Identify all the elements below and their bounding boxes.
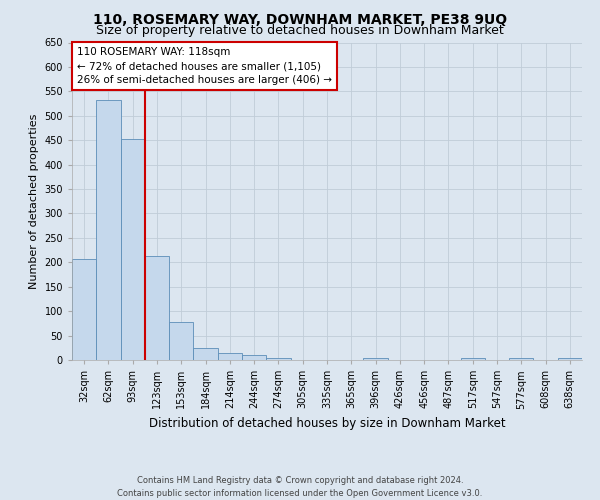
Bar bbox=[121, 139, 145, 360]
Bar bbox=[72, 259, 96, 360]
X-axis label: Distribution of detached houses by size in Downham Market: Distribution of detached houses by size … bbox=[149, 417, 505, 430]
Bar bbox=[266, 358, 290, 360]
Bar bbox=[461, 358, 485, 360]
Bar bbox=[364, 358, 388, 360]
Text: Size of property relative to detached houses in Downham Market: Size of property relative to detached ho… bbox=[96, 24, 504, 37]
Text: 110 ROSEMARY WAY: 118sqm
← 72% of detached houses are smaller (1,105)
26% of sem: 110 ROSEMARY WAY: 118sqm ← 72% of detach… bbox=[77, 48, 332, 86]
Bar bbox=[193, 348, 218, 360]
Bar bbox=[509, 358, 533, 360]
Text: 110, ROSEMARY WAY, DOWNHAM MARKET, PE38 9UQ: 110, ROSEMARY WAY, DOWNHAM MARKET, PE38 … bbox=[93, 12, 507, 26]
Bar bbox=[558, 358, 582, 360]
Bar bbox=[96, 100, 121, 360]
Bar bbox=[242, 355, 266, 360]
Y-axis label: Number of detached properties: Number of detached properties bbox=[29, 114, 39, 289]
Bar bbox=[145, 256, 169, 360]
Text: Contains HM Land Registry data © Crown copyright and database right 2024.
Contai: Contains HM Land Registry data © Crown c… bbox=[118, 476, 482, 498]
Bar bbox=[169, 322, 193, 360]
Bar bbox=[218, 353, 242, 360]
